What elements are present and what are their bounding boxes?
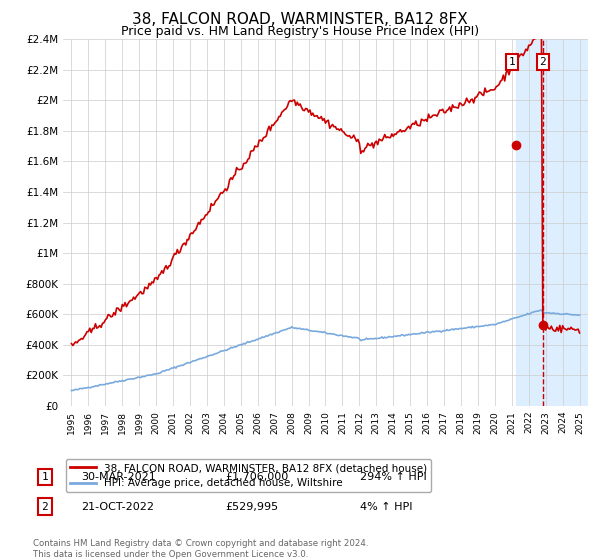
Text: 30-MAR-2021: 30-MAR-2021 xyxy=(81,472,156,482)
Text: £1,706,000: £1,706,000 xyxy=(225,472,288,482)
Text: 2: 2 xyxy=(539,57,546,67)
Text: Price paid vs. HM Land Registry's House Price Index (HPI): Price paid vs. HM Land Registry's House … xyxy=(121,25,479,38)
Text: Contains HM Land Registry data © Crown copyright and database right 2024.
This d: Contains HM Land Registry data © Crown c… xyxy=(33,539,368,559)
Text: 1: 1 xyxy=(41,472,49,482)
Legend: 38, FALCON ROAD, WARMINSTER, BA12 8FX (detached house), HPI: Average price, deta: 38, FALCON ROAD, WARMINSTER, BA12 8FX (d… xyxy=(65,459,431,492)
Text: £529,995: £529,995 xyxy=(225,502,278,512)
Text: 1: 1 xyxy=(508,57,515,67)
Text: 294% ↑ HPI: 294% ↑ HPI xyxy=(360,472,427,482)
Text: 4% ↑ HPI: 4% ↑ HPI xyxy=(360,502,413,512)
Bar xyxy=(516,39,588,406)
Text: 21-OCT-2022: 21-OCT-2022 xyxy=(81,502,154,512)
Text: 38, FALCON ROAD, WARMINSTER, BA12 8FX: 38, FALCON ROAD, WARMINSTER, BA12 8FX xyxy=(132,12,468,27)
Text: 2: 2 xyxy=(41,502,49,512)
